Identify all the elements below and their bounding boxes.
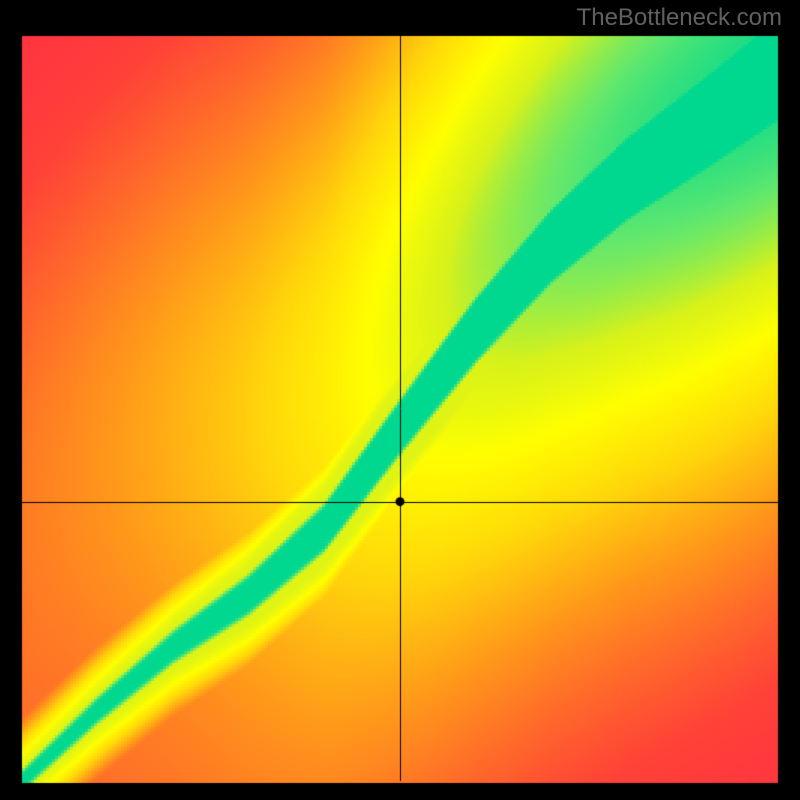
watermark-text: TheBottleneck.com [577,4,782,32]
chart-container: TheBottleneck.com [0,0,800,800]
bottleneck-heatmap-canvas [0,0,800,800]
